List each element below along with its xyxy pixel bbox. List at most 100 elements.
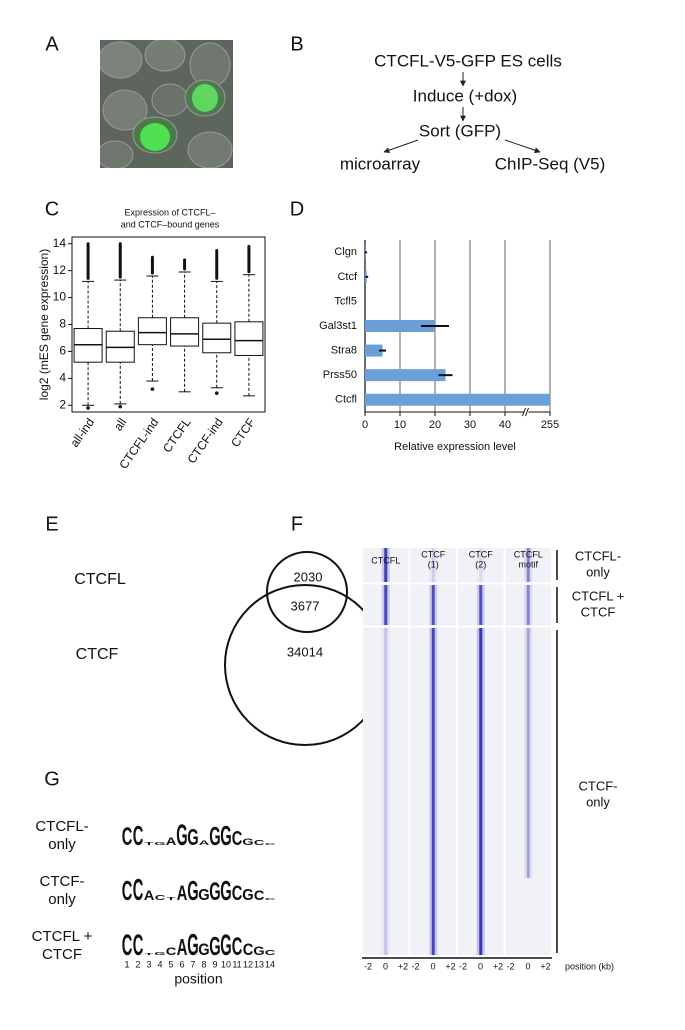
column-header: CTCF — [469, 549, 493, 559]
y-tick-label: 6 — [59, 344, 66, 358]
group-label: CTCFL + — [572, 588, 625, 603]
box — [202, 322, 232, 354]
y-axis-label: log2 (mES gene expression) — [37, 249, 51, 400]
group-label: CTCF — [581, 604, 616, 619]
logo-letter: C — [166, 945, 177, 958]
x-tick-label: -2 — [459, 961, 467, 971]
x-tick-label: 7 — [190, 959, 195, 969]
column-header: CTCFL — [371, 555, 400, 565]
logo-letter: G — [187, 875, 198, 906]
y-tick-label: 4 — [59, 371, 66, 385]
heatmap-signal — [384, 628, 388, 955]
logo-letter: G — [187, 825, 198, 851]
logo-letter: T — [167, 896, 176, 901]
x-tick-label: 10 — [394, 419, 406, 431]
logo-label: only — [48, 836, 76, 853]
logo-letter: C — [232, 880, 243, 905]
y-tick-label: Clgn — [334, 246, 357, 258]
outlier — [86, 406, 90, 410]
logo-letter: G — [209, 823, 220, 851]
logo-letter: A — [199, 840, 210, 847]
chart-title: and CTCF–bound genes — [121, 219, 220, 229]
group-label: CTCF- — [579, 778, 618, 793]
micrograph — [100, 40, 233, 168]
x-tick-label: 6 — [179, 959, 184, 969]
x-tick-label: 2 — [135, 959, 140, 969]
logo-label: CTCF — [42, 946, 82, 963]
x-tick-label: 20 — [429, 419, 441, 431]
x-tick-label: 0 — [430, 961, 435, 971]
logo-letter: C — [243, 941, 254, 959]
logo-letter: C — [155, 893, 166, 902]
y-tick-label: Prss50 — [323, 369, 357, 381]
column-header: (1) — [428, 559, 439, 569]
flow-step: Sort (GFP) — [419, 121, 501, 140]
x-tick-label: 8 — [201, 959, 206, 969]
heatmap-signal — [431, 548, 435, 582]
logo-letter: C — [232, 827, 243, 850]
group-label: only — [586, 794, 610, 809]
column-header: CTCFL — [514, 549, 543, 559]
panel-label: G — [44, 768, 60, 790]
logo-letter: C — [265, 842, 276, 845]
heatmap-signal — [384, 585, 388, 625]
y-tick-label: 8 — [59, 317, 66, 331]
logo-letter: G — [176, 818, 187, 851]
x-tick-label: 1 — [124, 959, 129, 969]
bar — [365, 393, 550, 406]
x-tick-label: 13 — [254, 959, 264, 969]
logo-letter: C — [254, 838, 265, 847]
x-tick-label: 5 — [168, 959, 173, 969]
logo-letter: A — [177, 935, 188, 961]
heatmap-signal — [526, 585, 530, 625]
logo-letter: C — [265, 897, 276, 900]
logo-letter: G — [209, 879, 220, 906]
panel-label: F — [291, 513, 303, 535]
box — [137, 317, 167, 346]
x-tick-label: 0 — [525, 961, 530, 971]
venn-set: CTCFL — [74, 571, 126, 588]
x-tick-label: 40 — [499, 419, 511, 431]
x-tick-label: +2 — [540, 961, 550, 971]
logo-letter: A — [177, 880, 188, 905]
x-axis-label: position (kb) — [565, 961, 614, 971]
x-tick-label: 14 — [265, 959, 275, 969]
box — [234, 321, 264, 356]
x-tick-label: -2 — [411, 961, 419, 971]
x-tick-label: 9 — [212, 959, 217, 969]
panel-label: E — [45, 513, 58, 535]
x-tick-label: -2 — [506, 961, 514, 971]
venn-count: 3677 — [291, 598, 320, 613]
column-header: (2) — [475, 559, 486, 569]
logo-letter: G — [187, 928, 198, 962]
venn-count: 34014 — [287, 644, 323, 659]
logo-letter: C — [265, 948, 276, 957]
x-tick-label: 12 — [243, 959, 253, 969]
logo-letter: G — [198, 941, 209, 959]
logo-letter: A — [166, 835, 177, 848]
flow-step: microarray — [340, 154, 421, 173]
column-header: motif — [518, 559, 538, 569]
x-tick-label: 10 — [221, 959, 231, 969]
y-tick-label: 2 — [59, 397, 66, 411]
bar — [365, 320, 435, 332]
logo-label: CTCFL + — [32, 928, 93, 945]
outlier — [214, 391, 219, 395]
logo-letter: G — [220, 928, 231, 961]
logo-letter: G — [242, 837, 253, 848]
group-label: CTCFL- — [575, 548, 621, 563]
heatmap-signal — [381, 628, 390, 955]
venn-count: 2030 — [294, 569, 323, 584]
heatmap-signal — [479, 585, 483, 625]
y-tick-label: 12 — [53, 263, 67, 277]
heatmap-signal — [479, 548, 483, 582]
panel-label: D — [290, 198, 304, 220]
x-tick-label: 0 — [478, 961, 483, 971]
logo-letter: A — [144, 888, 155, 904]
x-axis-label: Relative expression level — [394, 441, 516, 453]
y-tick-label: Tcfl5 — [334, 295, 357, 307]
logo-label: CTCF- — [40, 873, 85, 890]
panel-label: B — [290, 33, 303, 55]
